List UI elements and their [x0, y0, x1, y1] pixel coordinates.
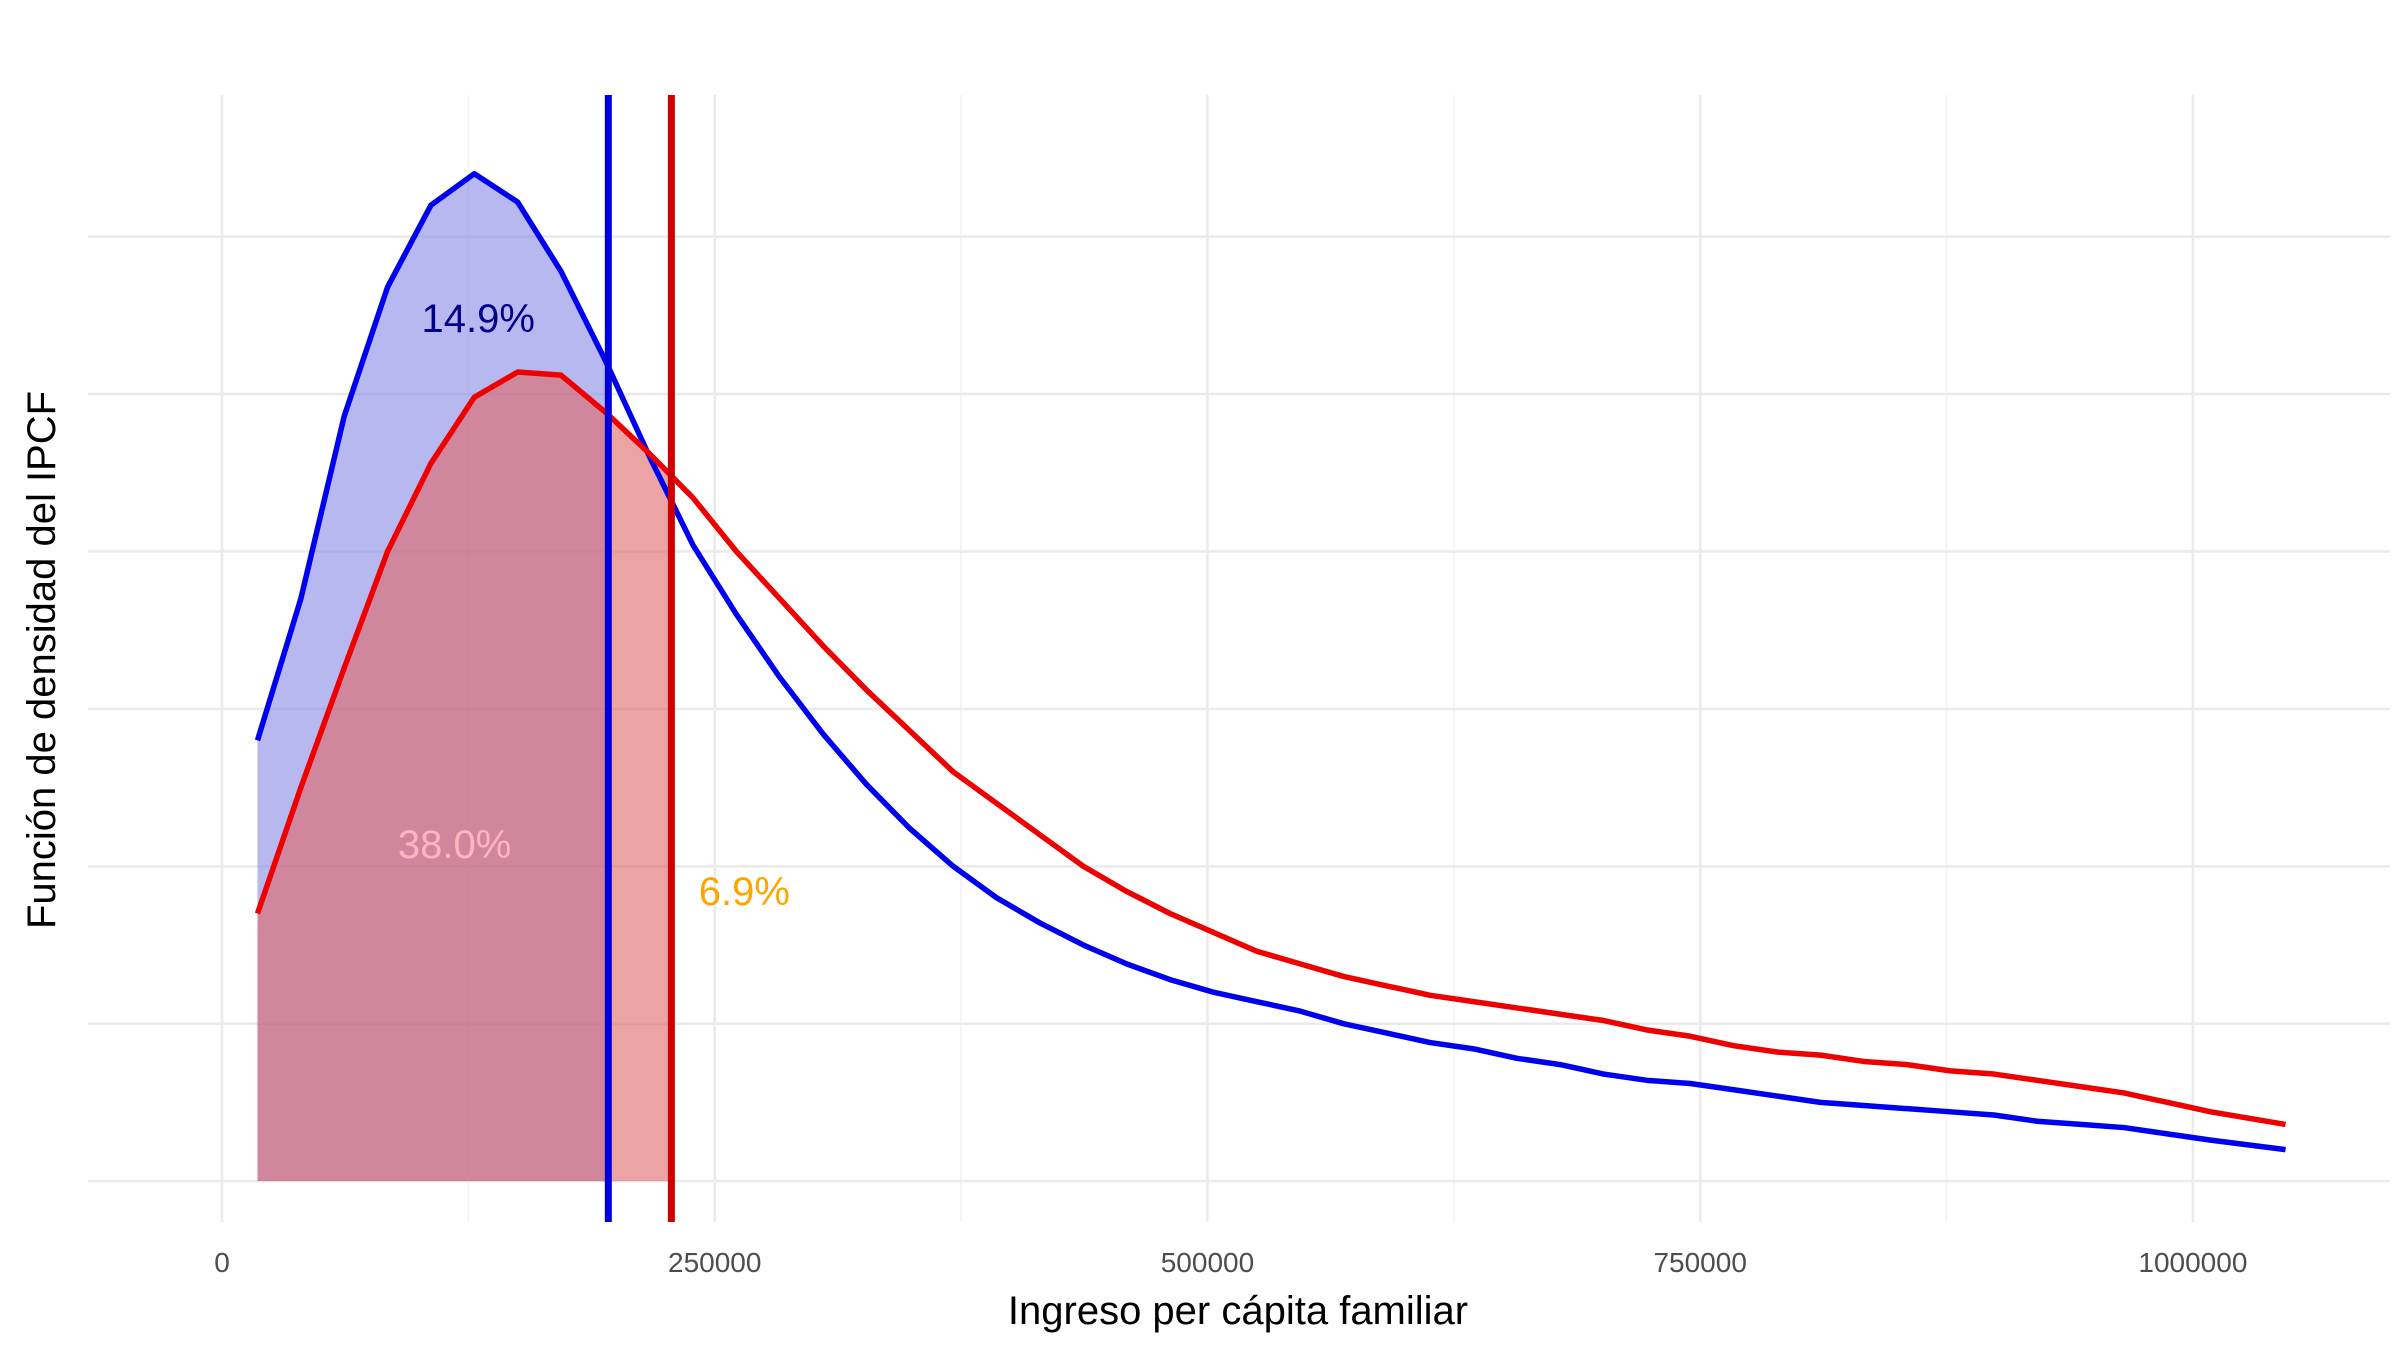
density-line-1 [254, 369, 2286, 1128]
density-lines [254, 170, 2286, 1153]
density-area-1 [257, 372, 672, 1182]
annotation-label: 38.0% [398, 823, 511, 867]
reference-lines [604, 95, 675, 1222]
x-tick-label: 250000 [668, 1247, 761, 1278]
x-tick-label: 0 [214, 1247, 230, 1278]
x-tick-label: 1000000 [2138, 1247, 2247, 1278]
annotation-label: 14.9% [422, 297, 535, 341]
annotation-label: 6.9% [699, 870, 790, 914]
x-axis-ticks: 0 250000 500000 750000 1000000 [214, 1247, 2247, 1278]
density-line-0 [254, 170, 2286, 1153]
annotations: 14.9% 38.0% 6.9% [398, 297, 790, 914]
x-tick-label: 500000 [1161, 1247, 1254, 1278]
y-axis-title: Función de densidad del IPCF [20, 391, 64, 929]
x-axis-title: Ingreso per cápita familiar [1008, 1289, 1468, 1333]
density-areas [257, 173, 672, 1182]
x-tick-label: 750000 [1653, 1247, 1746, 1278]
